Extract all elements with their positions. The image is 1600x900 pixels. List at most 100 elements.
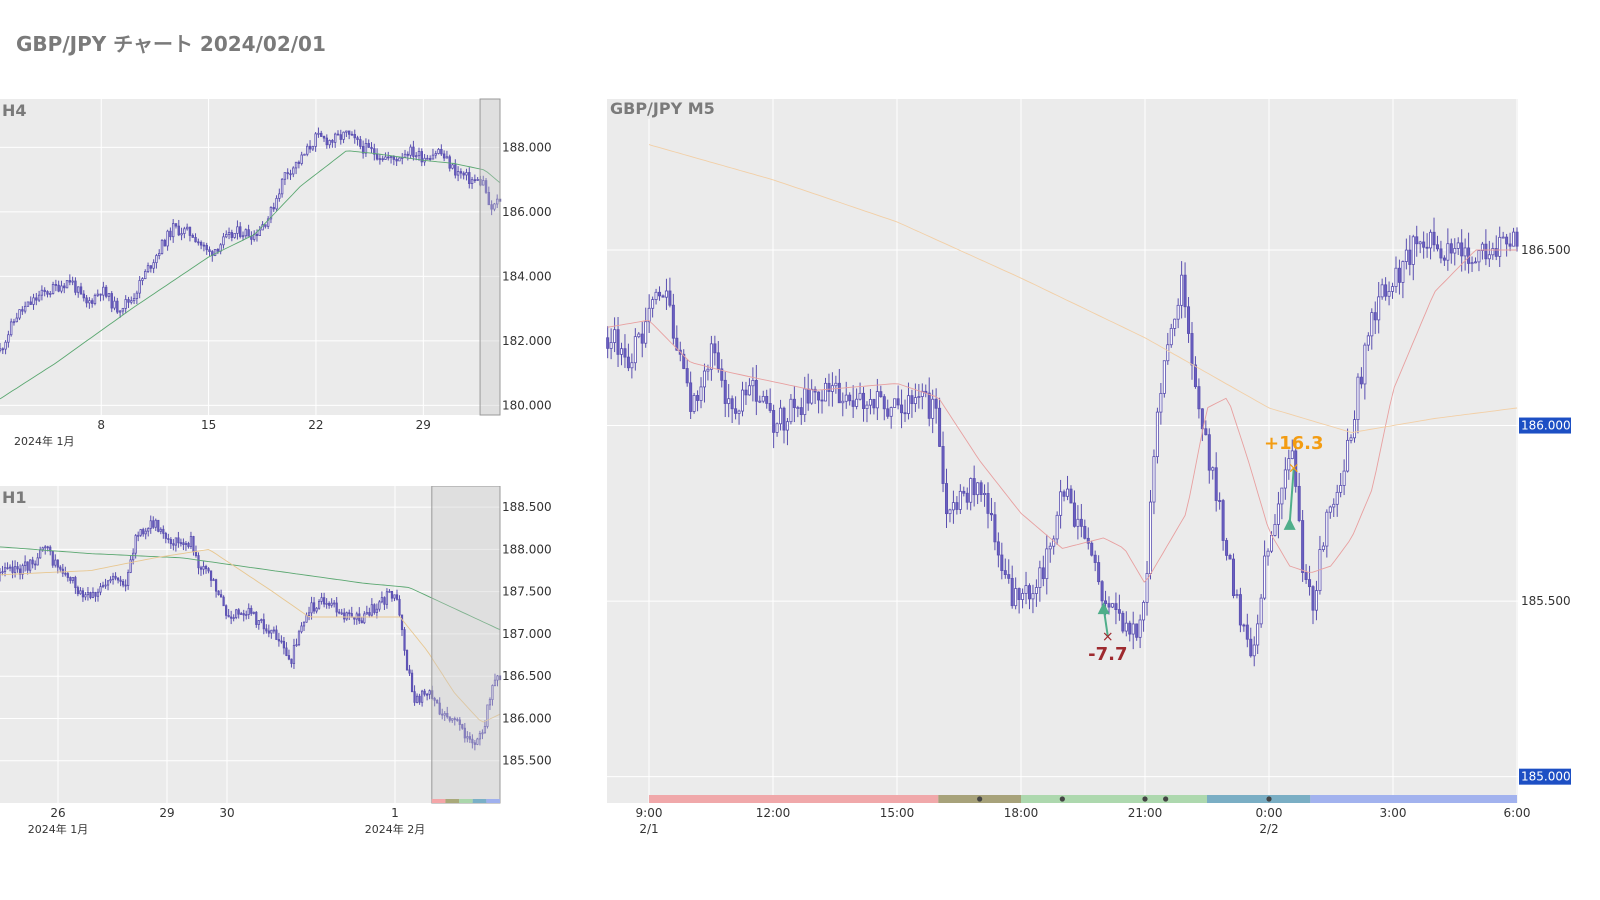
candle-body: [189, 536, 193, 547]
candle-body: [77, 286, 80, 293]
candle-body: [18, 309, 21, 319]
candle-body: [810, 388, 814, 404]
candle-body: [96, 293, 99, 296]
candle-body: [129, 559, 132, 573]
candle-body: [137, 534, 140, 537]
candle-body: [668, 290, 672, 306]
candle-body: [0, 572, 2, 576]
candle-body: [99, 586, 102, 593]
candle-body: [1287, 458, 1291, 471]
candle-body: [116, 300, 119, 313]
candle-body: [606, 337, 610, 349]
candle-body: [127, 572, 130, 587]
candle-body: [202, 566, 205, 570]
candle-body: [132, 298, 136, 302]
candle-body: [194, 551, 198, 557]
candle-body: [241, 235, 245, 238]
candle-body: [1072, 502, 1076, 527]
candle-body: [1429, 231, 1433, 249]
candle-body: [1308, 579, 1312, 588]
candle-body: [353, 134, 356, 139]
candle-body: [310, 602, 313, 614]
candle-body: [1027, 585, 1031, 600]
candle-body: [368, 612, 371, 616]
candle-body: [1456, 242, 1460, 249]
candle-body: [1359, 376, 1363, 385]
candle-body: [496, 198, 499, 205]
candle-body: [1477, 250, 1481, 263]
candle-body: [792, 398, 796, 408]
candle-body: [331, 140, 334, 143]
candle-body: [675, 337, 679, 351]
candle-body: [130, 300, 133, 303]
candle-body: [903, 412, 907, 415]
candle-body: [365, 612, 368, 615]
candle-body: [132, 552, 135, 561]
h1-x-tick-label: 30: [219, 806, 234, 820]
candle-body: [931, 398, 935, 419]
m5-x-tick-sublabel: 2/2: [1259, 822, 1278, 836]
candle-body: [421, 690, 424, 703]
m5-x-tick-label: 12:00: [756, 806, 791, 820]
candle-body: [74, 280, 77, 293]
h1-x-tick-sublabel: 2024年 2月: [365, 822, 426, 836]
m5-event-dot: [1142, 796, 1148, 802]
candle-body: [119, 579, 122, 582]
m5-session-strip-segment: [1207, 795, 1311, 803]
candle-body: [1038, 567, 1042, 588]
candle-body: [155, 255, 158, 264]
m5-event-dot: [1163, 796, 1169, 802]
candle-body: [723, 379, 727, 404]
candle-body: [442, 153, 446, 159]
candle-body: [934, 398, 938, 409]
candle-body: [1228, 554, 1232, 560]
candle-body: [247, 607, 250, 615]
h1-session-strip-segment: [472, 799, 487, 803]
candle-body: [765, 395, 769, 404]
candle-body: [613, 329, 617, 343]
candle-body: [405, 649, 409, 671]
candle-body: [305, 615, 308, 623]
candle-body: [1339, 485, 1343, 493]
candle-body: [49, 546, 52, 552]
candle-body: [1062, 491, 1066, 497]
candle-body: [149, 265, 153, 269]
candle-body: [43, 289, 46, 292]
candle-body: [134, 535, 137, 554]
candle-body: [270, 629, 273, 634]
candle-body: [179, 542, 183, 545]
candle-body: [12, 321, 16, 324]
candle-body: [426, 693, 429, 696]
candle-body: [454, 164, 457, 176]
trade-result-label: -7.7: [1088, 644, 1127, 665]
candle-body: [484, 180, 488, 193]
h1-y-tick-label: 188.000: [502, 542, 552, 556]
candle-body: [1352, 419, 1356, 439]
candle-body: [1290, 450, 1294, 459]
m5-plot-background: [607, 99, 1518, 803]
candle-body: [320, 132, 323, 137]
candle-body: [269, 207, 273, 220]
candle-body: [110, 293, 113, 309]
candle-body: [1086, 537, 1090, 544]
candle-body: [1387, 290, 1391, 297]
candle-body: [286, 172, 289, 175]
candle-body: [941, 446, 945, 484]
candle-body: [60, 285, 63, 292]
candle-body: [79, 286, 83, 295]
candle-body: [94, 591, 97, 597]
candle-body: [333, 133, 337, 143]
candle-body: [1055, 514, 1059, 540]
candle-body: [387, 156, 390, 159]
candle-body: [144, 271, 147, 280]
moving-average-line-0: [0, 150, 501, 400]
candle-body: [1480, 243, 1484, 252]
candle-body: [29, 559, 32, 571]
candle-body: [1079, 518, 1083, 527]
candle-body: [1474, 261, 1478, 264]
h4-y-tick-label: 186.000: [502, 205, 552, 219]
candle-body: [1135, 623, 1139, 638]
candle-body: [199, 567, 203, 570]
candle-body: [247, 229, 250, 237]
candle-body: [121, 307, 125, 312]
